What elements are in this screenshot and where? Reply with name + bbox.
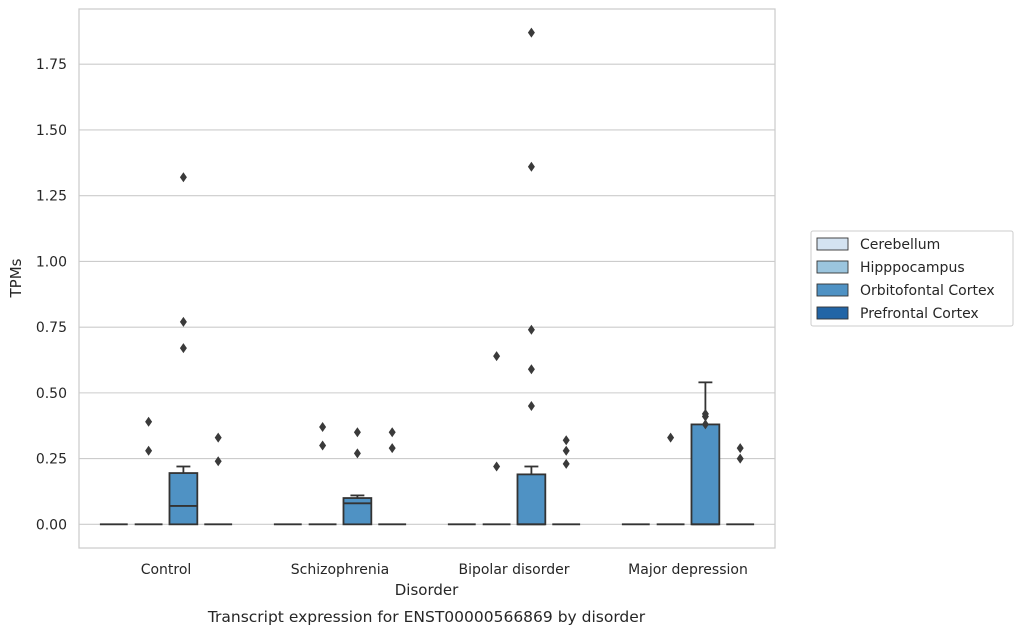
outlier-point xyxy=(701,419,709,430)
legend-swatch xyxy=(816,237,849,251)
legend-label: Hipppocampus xyxy=(860,260,965,276)
x-tick-label: Control xyxy=(141,562,192,578)
outlier-point xyxy=(527,161,535,172)
outlier-point xyxy=(736,443,744,454)
box-group xyxy=(308,422,337,526)
outlier-point xyxy=(701,411,709,422)
y-tick-label: 0.50 xyxy=(36,386,67,402)
box-group xyxy=(656,432,685,526)
box-group xyxy=(342,427,373,526)
y-tick-label: 1.75 xyxy=(36,57,67,73)
y-tick-label: 1.25 xyxy=(36,189,67,205)
outlier-point xyxy=(527,364,535,375)
box xyxy=(690,423,721,526)
outlier-point xyxy=(493,351,501,362)
x-tick-label: Major depression xyxy=(628,562,748,578)
outlier-point xyxy=(562,445,570,456)
x-tick-label: Bipolar disorder xyxy=(458,562,569,578)
boxes-layer xyxy=(99,27,755,526)
box xyxy=(516,473,547,526)
legend-swatch xyxy=(816,283,849,297)
y-tick-label: 0.75 xyxy=(36,320,67,336)
x-axis-label: Disorder xyxy=(395,581,459,599)
outlier-point xyxy=(145,445,153,456)
box-group xyxy=(726,443,755,526)
legend-swatch xyxy=(816,260,849,274)
grid-layer xyxy=(79,63,775,525)
legend-label: Cerebellum xyxy=(860,237,940,253)
x-tick-label: Schizophrenia xyxy=(291,562,389,578)
y-axis-label: TPMs xyxy=(7,258,25,298)
outlier-point xyxy=(667,432,675,443)
outlier-point xyxy=(214,456,222,467)
outlier-point xyxy=(736,453,744,464)
outlier-point xyxy=(493,461,501,472)
box xyxy=(168,472,199,526)
box xyxy=(342,497,373,526)
box-group xyxy=(134,416,163,526)
plot-frame xyxy=(78,8,776,549)
y-tick-label: 1.00 xyxy=(36,254,67,270)
outlier-point xyxy=(319,422,327,433)
outlier-point xyxy=(527,401,535,412)
box-group xyxy=(168,172,199,526)
box-group xyxy=(378,427,407,526)
outlier-point xyxy=(145,416,153,427)
y-tick-label: 0.25 xyxy=(36,452,67,468)
box-group xyxy=(204,432,233,526)
outlier-point xyxy=(214,432,222,443)
legend-label: Orbitofontal Cortex xyxy=(860,283,995,299)
outlier-point xyxy=(562,458,570,469)
outlier-point xyxy=(179,343,187,354)
outlier-point xyxy=(179,172,187,183)
y-tick-labels: 0.00 0.25 0.50 0.75 1.00 1.25 1.50 1.75 xyxy=(36,57,67,533)
legend-frame xyxy=(810,230,1014,327)
x-tick-labels: Control Schizophrenia Bipolar disorder Majo… xyxy=(141,562,748,578)
legend-label: Prefrontal Cortex xyxy=(860,306,979,322)
outlier-point xyxy=(179,316,187,327)
outlier-point xyxy=(353,448,361,459)
outlier-point xyxy=(562,435,570,446)
legend: Cerebellum Hipppocampus Orbitofontal Corte… xyxy=(810,230,1014,327)
chart-caption: Transcript expression for ENST0000056686… xyxy=(207,608,646,626)
box-group xyxy=(552,435,581,526)
outlier-point xyxy=(319,440,327,451)
legend-swatch xyxy=(816,306,849,320)
outlier-point xyxy=(527,27,535,38)
box-group xyxy=(516,27,547,526)
box-group xyxy=(482,351,511,526)
y-tick-label: 1.50 xyxy=(36,123,67,139)
box-group xyxy=(690,381,721,526)
y-tick-label: 0.00 xyxy=(36,517,67,533)
outlier-point xyxy=(388,427,396,438)
outlier-point xyxy=(353,427,361,438)
outlier-point xyxy=(388,443,396,454)
outlier-point xyxy=(527,324,535,335)
